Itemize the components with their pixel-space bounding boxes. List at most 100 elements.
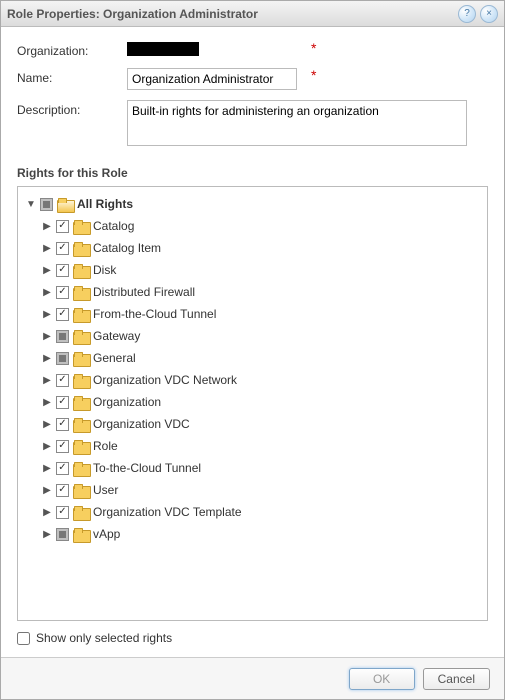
folder-icon [73, 440, 89, 453]
ok-button[interactable]: OK [349, 668, 415, 690]
show-only-selected-label[interactable]: Show only selected rights [36, 631, 172, 645]
tree-node[interactable]: ▶ To-the-Cloud Tunnel [22, 457, 483, 479]
checkbox[interactable] [56, 418, 69, 431]
expand-icon[interactable]: ▶ [42, 287, 52, 297]
checkbox[interactable] [56, 242, 69, 255]
expand-icon[interactable]: ▼ [26, 199, 36, 209]
checkbox-all-rights[interactable] [40, 198, 53, 211]
tree-node-label: Disk [93, 263, 116, 277]
tree-node-label: Catalog [93, 219, 134, 233]
expand-icon[interactable]: ▶ [42, 529, 52, 539]
expand-icon[interactable]: ▶ [42, 441, 52, 451]
tree-node[interactable]: ▶ General [22, 347, 483, 369]
help-icon[interactable]: ? [458, 5, 476, 23]
expand-icon[interactable]: ▶ [42, 485, 52, 495]
tree-node[interactable]: ▶Catalog Item [22, 237, 483, 259]
tree-node[interactable]: ▶ Organization [22, 391, 483, 413]
checkbox[interactable] [56, 264, 69, 277]
description-textarea[interactable] [127, 100, 467, 146]
folder-icon [73, 374, 89, 387]
expand-icon[interactable]: ▶ [42, 221, 52, 231]
checkbox[interactable] [56, 396, 69, 409]
tree-node-label: From-the-Cloud Tunnel [93, 307, 216, 321]
folder-icon [73, 352, 89, 365]
expand-icon[interactable]: ▶ [42, 265, 52, 275]
field-organization [127, 41, 307, 56]
tree-node-label: Organization [93, 395, 161, 409]
tree-node[interactable]: ▶ From-the-Cloud Tunnel [22, 303, 483, 325]
expand-icon[interactable]: ▶ [42, 243, 52, 253]
expand-icon[interactable]: ▶ [42, 309, 52, 319]
folder-icon [73, 308, 89, 321]
checkbox[interactable] [56, 308, 69, 321]
tree-node[interactable]: ▶ Catalog [22, 215, 483, 237]
folder-icon [73, 418, 89, 431]
tree-node-label: To-the-Cloud Tunnel [93, 461, 201, 475]
folder-icon [73, 264, 89, 277]
checkbox[interactable] [56, 506, 69, 519]
checkbox[interactable] [56, 374, 69, 387]
tree-node-label: Role [93, 439, 118, 453]
folder-icon [73, 242, 89, 255]
tree-node[interactable]: ▶ Role [22, 435, 483, 457]
checkbox[interactable] [56, 440, 69, 453]
tree-node[interactable]: ▶ vApp [22, 523, 483, 545]
tree-node[interactable]: ▶ Organization VDC Template [22, 501, 483, 523]
expand-icon[interactable]: ▶ [42, 463, 52, 473]
expand-icon[interactable]: ▶ [42, 353, 52, 363]
label-name: Name: [17, 68, 127, 85]
folder-icon [73, 462, 89, 475]
tree-node-label: vApp [93, 527, 120, 541]
button-bar: OK Cancel [1, 657, 504, 699]
tree-node[interactable]: ▶Gateway [22, 325, 483, 347]
row-description: Description: [17, 100, 488, 146]
folder-icon [73, 484, 89, 497]
checkbox[interactable] [56, 528, 69, 541]
tree-node[interactable]: ▶ Distributed Firewall [22, 281, 483, 303]
row-organization: Organization: * [17, 41, 488, 58]
tree-node-label: Organization VDC [93, 417, 190, 431]
expand-icon[interactable]: ▶ [42, 375, 52, 385]
checkbox[interactable] [56, 286, 69, 299]
cancel-button[interactable]: Cancel [423, 668, 490, 690]
dialog-window: Role Properties: Organization Administra… [0, 0, 505, 700]
tree-node-label: Organization VDC Template [93, 505, 242, 519]
folder-icon [73, 396, 89, 409]
expand-icon[interactable]: ▶ [42, 331, 52, 341]
rights-section-title: Rights for this Role [17, 166, 488, 180]
checkbox[interactable] [56, 220, 69, 233]
expand-icon[interactable]: ▶ [42, 397, 52, 407]
title-bar: Role Properties: Organization Administra… [1, 1, 504, 27]
organization-value-redacted [127, 42, 199, 56]
tree-node-label: Distributed Firewall [93, 285, 195, 299]
tree-node-label: General [93, 351, 136, 365]
tree-node[interactable]: ▶ User [22, 479, 483, 501]
tree-node-label: User [93, 483, 118, 497]
row-name: Name: * [17, 68, 488, 90]
folder-icon [73, 330, 89, 343]
expand-icon[interactable]: ▶ [42, 419, 52, 429]
folder-icon [73, 506, 89, 519]
tree-node[interactable]: ▶Organization VDC Network [22, 369, 483, 391]
checkbox[interactable] [56, 352, 69, 365]
tree-node[interactable]: ▶ Disk [22, 259, 483, 281]
tree-root-label: All Rights [77, 197, 133, 211]
dialog-content: Organization: * Name: * Description: Rig… [1, 27, 504, 657]
checkbox[interactable] [56, 484, 69, 497]
folder-icon [73, 528, 89, 541]
required-marker: * [311, 68, 316, 82]
show-only-selected-checkbox[interactable] [17, 632, 30, 645]
required-marker: * [311, 41, 316, 55]
name-input[interactable] [127, 68, 297, 90]
tree-node[interactable]: ▶ Organization VDC [22, 413, 483, 435]
rights-tree: ▼ All Rights ▶Catalog▶Catalog Item▶Disk▶… [17, 186, 488, 621]
footer-options: Show only selected rights [17, 629, 488, 649]
checkbox[interactable] [56, 462, 69, 475]
dialog-title: Role Properties: Organization Administra… [7, 7, 454, 21]
label-description: Description: [17, 100, 127, 117]
tree-root-node[interactable]: ▼ All Rights [22, 193, 483, 215]
folder-icon [73, 220, 89, 233]
close-icon[interactable]: × [480, 5, 498, 23]
expand-icon[interactable]: ▶ [42, 507, 52, 517]
checkbox[interactable] [56, 330, 69, 343]
